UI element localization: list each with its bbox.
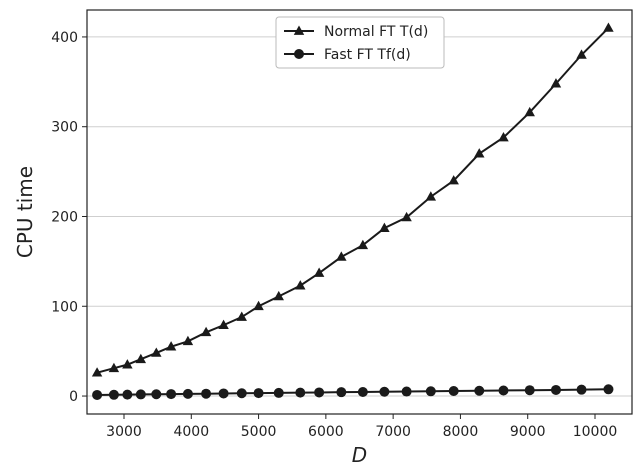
data-point-triangle [151,347,162,357]
legend-marker-circle [294,49,304,59]
data-point-triangle [313,267,325,277]
x-tick-label: 8000 [443,424,479,440]
data-point-triangle [425,191,437,201]
data-point-triangle [295,280,306,290]
data-point-triangle [401,211,412,222]
series-fast-ft [92,384,614,400]
data-point-circle [295,387,306,398]
data-point-triangle [218,319,229,329]
data-point-circle [182,388,193,399]
data-point-circle [336,387,347,398]
data-point-triangle [165,341,177,351]
data-point-circle [576,384,587,395]
data-point-triangle [498,131,509,142]
y-tick-label: 200 [51,209,78,225]
data-point-circle [108,389,119,400]
x-tick-label: 10000 [573,424,618,440]
legend-item: Fast FT Tf(d) [284,47,411,63]
plot-frame [86,9,633,415]
x-axis-title: D [352,443,367,465]
data-point-circle [253,388,264,399]
series-line [96,27,610,374]
data-point-circle [524,385,535,396]
data-point-triangle [379,222,390,233]
axis-ticks: 0 100 200 300 400 3000 4000 5000 6000 7000 8000 900… [51,30,617,440]
x-tick-label: 6000 [308,424,344,440]
data-point-circle [357,387,368,398]
data-point-triangle [122,359,133,369]
data-point-triangle [135,353,147,364]
data-point-circle [603,384,614,395]
data-point-circle [218,388,229,399]
y-tick-label: 400 [51,30,78,46]
data-point-circle [135,389,146,400]
data-point-triangle [448,175,459,185]
legend-item: Normal FT T(d) [284,24,428,40]
data-point-triangle [200,326,212,337]
legend-box [275,16,445,69]
x-tick-label: 5000 [241,424,277,440]
plot-series [91,22,614,400]
data-point-circle [151,389,162,400]
x-tick-label: 3000 [106,424,142,440]
data-point-triangle [603,22,614,32]
data-point-circle [166,389,177,400]
y-tick-label: 300 [51,120,78,136]
data-point-triangle [182,335,194,346]
data-point-triangle [474,148,485,158]
series-normal-ft [91,22,614,377]
data-point-circle [122,389,133,400]
y-axis-title: CPU time [13,166,37,258]
x-tick-label: 4000 [173,424,209,440]
data-point-circle [92,389,103,400]
data-point-circle [379,386,390,397]
data-point-circle [201,388,212,399]
legend-label: Normal FT T(d) [324,24,428,40]
data-point-triangle [273,290,284,301]
data-point-circle [273,387,284,398]
legend-label: Fast FT Tf(d) [324,47,411,63]
data-point-circle [550,384,561,395]
data-point-circle [401,386,412,397]
data-point-circle [448,386,459,397]
data-point-triangle [253,300,264,311]
legend-marker-triangle [293,25,305,35]
data-point-circle [236,388,247,399]
y-tick-label: 0 [69,389,78,405]
data-point-triangle [524,106,535,117]
x-tick-label: 9000 [510,424,546,440]
data-point-circle [314,387,325,398]
data-point-triangle [91,367,103,377]
data-point-triangle [336,251,347,261]
data-point-circle [498,385,509,396]
data-point-circle [474,385,485,396]
data-point-triangle [550,78,562,88]
y-tick-label: 100 [51,299,78,315]
data-point-triangle [108,362,120,373]
legend: Normal FT T(d) Fast FT Tf(d) [275,16,445,69]
x-tick-label: 7000 [375,424,411,440]
data-point-circle [425,386,436,397]
data-point-triangle [576,49,587,59]
data-point-triangle [357,239,369,250]
data-point-triangle [236,311,247,321]
